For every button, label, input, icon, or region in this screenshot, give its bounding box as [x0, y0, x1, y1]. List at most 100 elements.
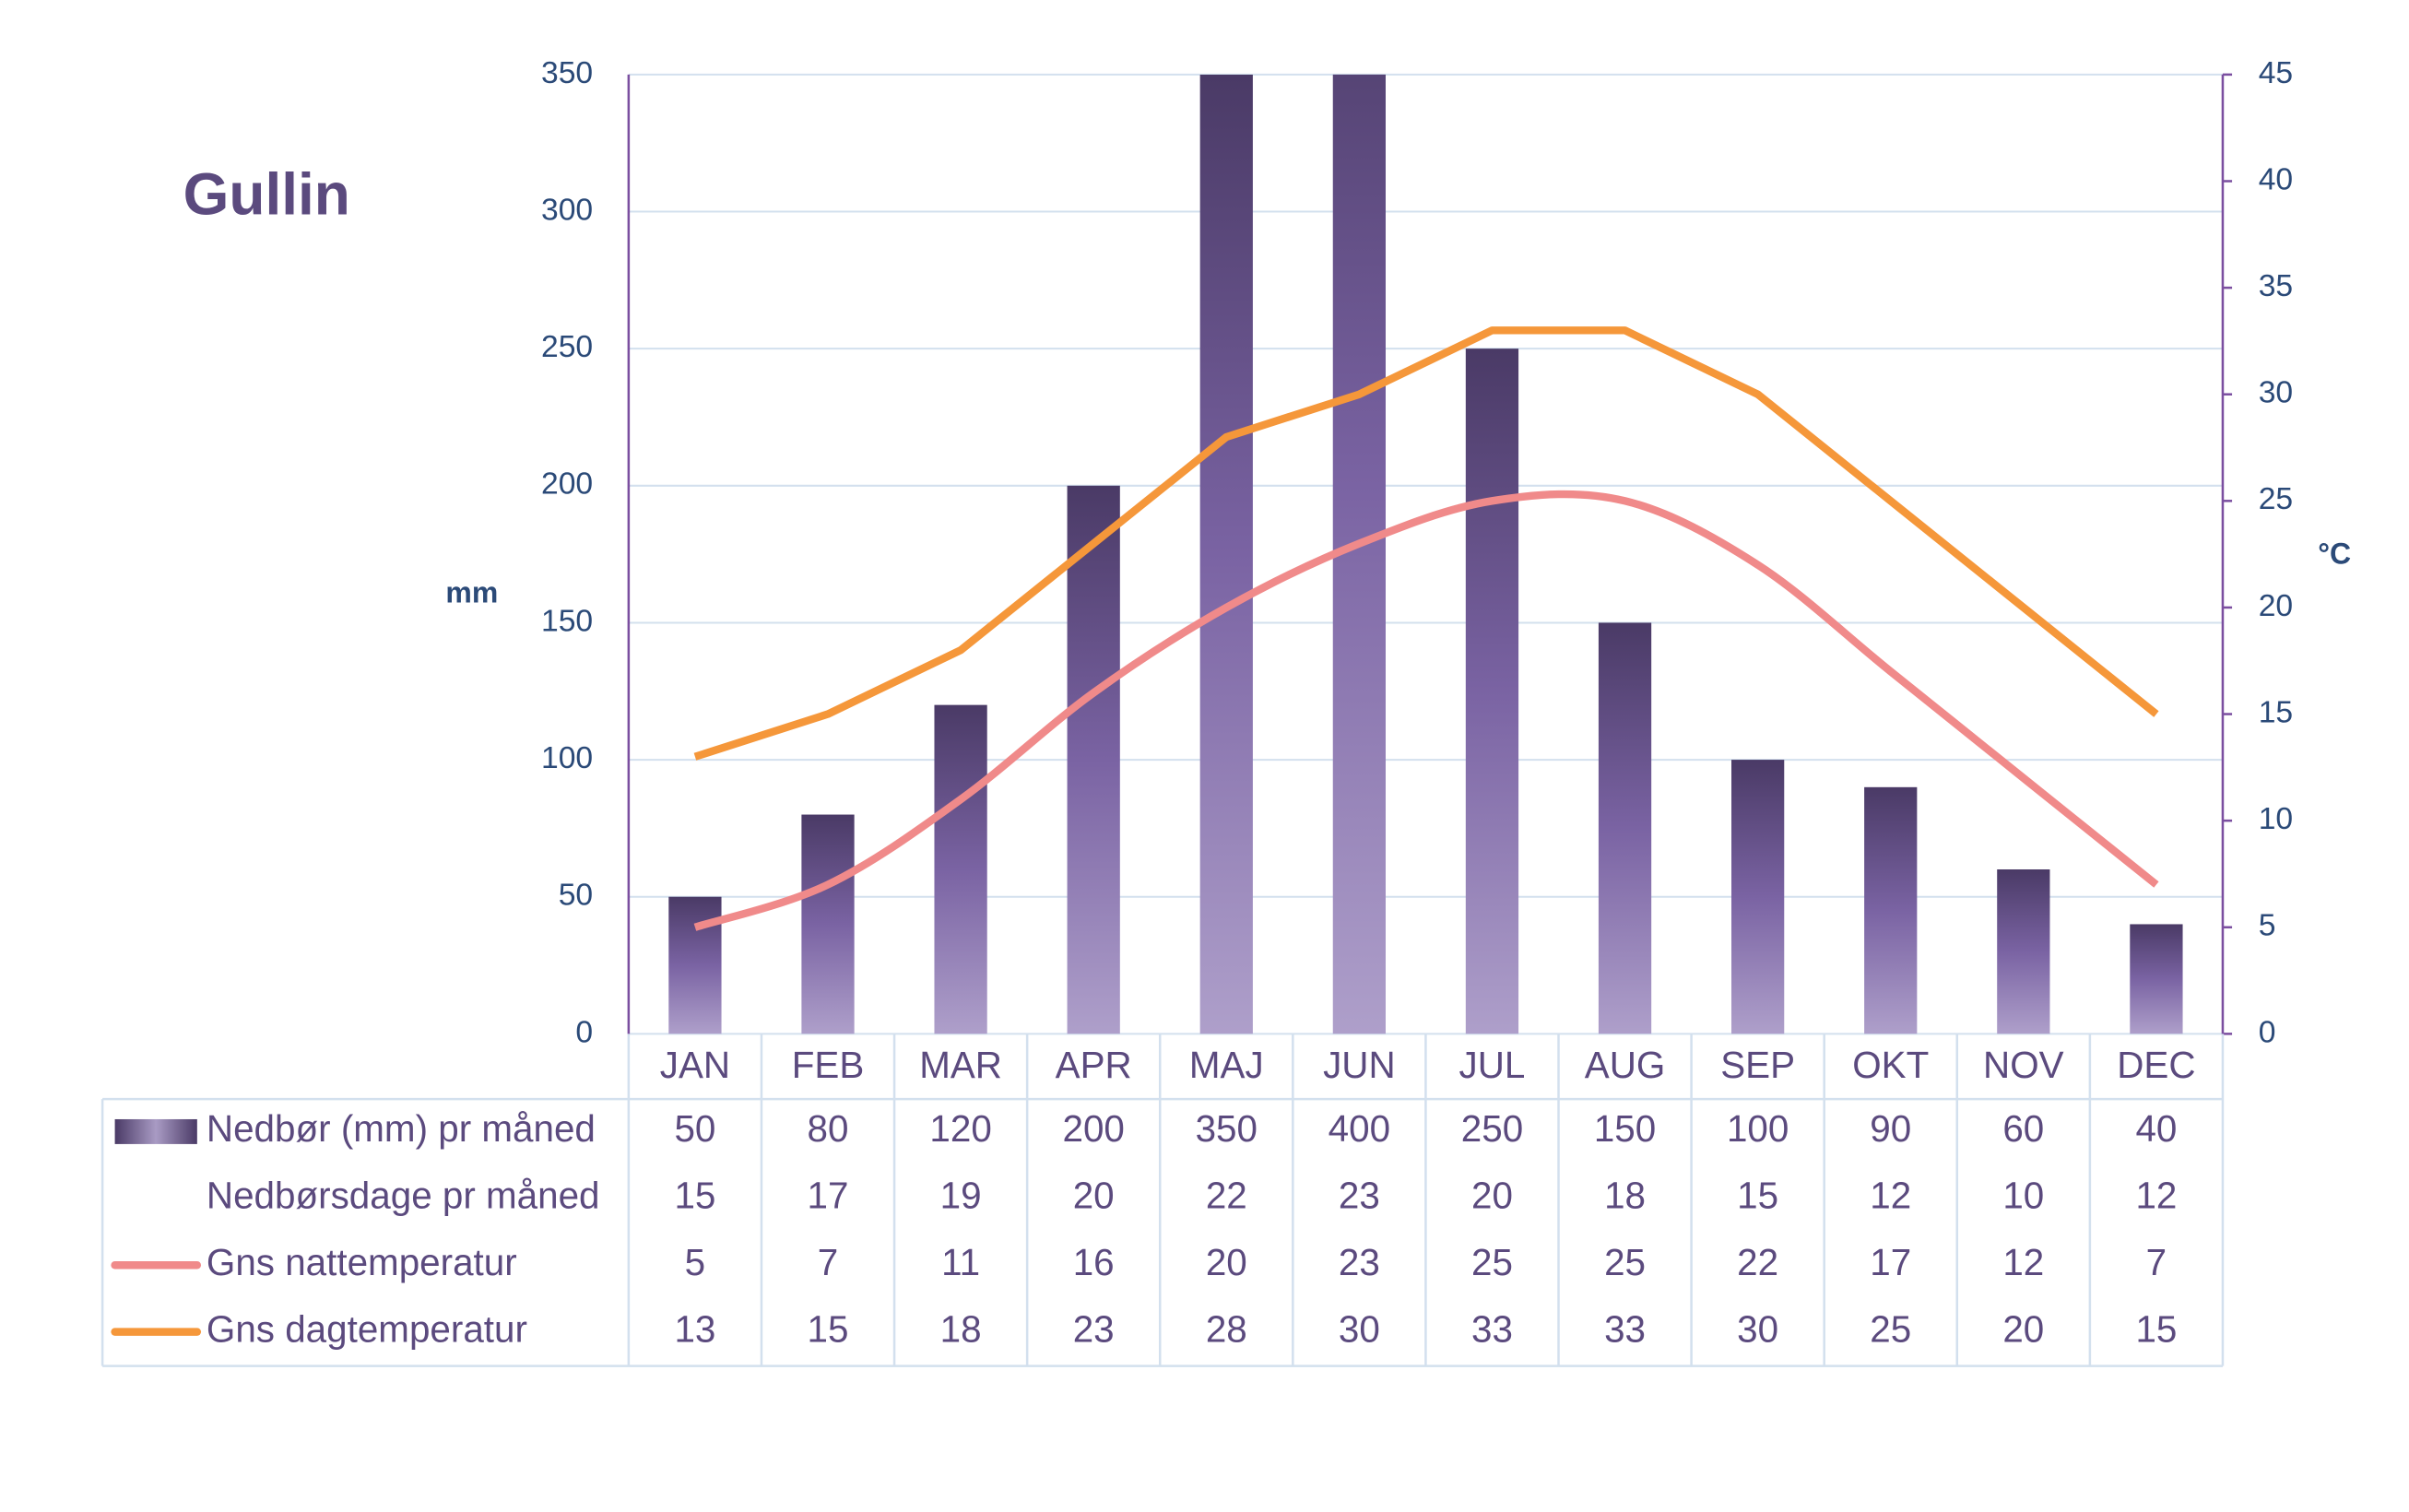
table-value: 20 [1073, 1175, 1115, 1217]
legend-label: Nedbørsdage pr måned [207, 1175, 600, 1217]
table-value: 150 [1594, 1107, 1656, 1150]
bar [1067, 485, 1120, 1034]
table-value: 25 [1604, 1241, 1646, 1283]
bar [801, 814, 855, 1034]
y-axis-label: mm [445, 575, 498, 608]
y2-tick-label: 30 [2259, 376, 2293, 410]
bar [1731, 760, 1785, 1034]
x-tick-label: MAR [919, 1044, 1002, 1086]
y2-tick-label: 45 [2259, 56, 2293, 90]
table-value: 12 [2002, 1241, 2044, 1283]
bar [2130, 924, 2183, 1034]
table-value: 20 [1206, 1241, 1247, 1283]
y-tick-label: 250 [541, 330, 593, 364]
line [693, 490, 2159, 931]
table-value: 19 [940, 1175, 982, 1217]
table-value: 120 [929, 1107, 991, 1150]
table-value: 40 [2135, 1107, 2177, 1150]
table-value: 350 [1196, 1107, 1258, 1150]
legend-label: Gns dagtemperatur [207, 1307, 527, 1350]
x-tick-label: MAJ [1189, 1044, 1264, 1086]
y-tick-label: 350 [541, 56, 593, 90]
table-value: 100 [1727, 1107, 1789, 1150]
y2-tick-label: 35 [2259, 269, 2293, 303]
table-value: 17 [808, 1175, 849, 1217]
table-value: 25 [1471, 1241, 1513, 1283]
table-value: 10 [2002, 1175, 2044, 1217]
y-tick-label: 300 [541, 193, 593, 227]
table-value: 12 [1870, 1175, 1911, 1217]
bar [1997, 869, 2050, 1034]
x-tick-label: SEP [1720, 1044, 1795, 1086]
table-value: 80 [808, 1107, 849, 1150]
table-value: 90 [1870, 1107, 1911, 1150]
y-tick-label: 0 [575, 1015, 593, 1049]
y2-tick-label: 15 [2259, 695, 2293, 729]
x-tick-label: JAN [660, 1044, 730, 1086]
bar [1199, 74, 1253, 1034]
table-value: 250 [1461, 1107, 1523, 1150]
bar [1598, 622, 1652, 1034]
table-value: 33 [1471, 1307, 1513, 1350]
table-value: 18 [940, 1307, 982, 1350]
x-tick-label: AUG [1585, 1044, 1666, 1086]
table-value: 15 [2135, 1307, 2177, 1350]
table-value: 12 [2135, 1175, 2177, 1217]
x-tick-label: FEB [792, 1044, 865, 1086]
table-value: 13 [674, 1307, 715, 1350]
bar [668, 896, 722, 1034]
table-value: 400 [1328, 1107, 1390, 1150]
table-value: 60 [2002, 1107, 2044, 1150]
y2-tick-label: 10 [2259, 802, 2293, 836]
table-value: 23 [1073, 1307, 1115, 1350]
table-value: 7 [2146, 1241, 2167, 1283]
table-value: 25 [1870, 1307, 1911, 1350]
legend-label: Nedbør (mm) pr måned [207, 1107, 596, 1150]
legend-swatch [114, 1118, 197, 1144]
y2-tick-label: 20 [2259, 589, 2293, 623]
x-tick-label: OKT [1852, 1044, 1929, 1086]
table-value: 22 [1206, 1175, 1247, 1217]
table-value: 7 [818, 1241, 838, 1283]
table-value: 23 [1339, 1175, 1380, 1217]
table-value: 20 [2002, 1307, 2044, 1350]
bar [1864, 786, 1918, 1034]
table-value: 15 [674, 1175, 715, 1217]
plot-area [668, 74, 2183, 1034]
table-value: 20 [1471, 1175, 1513, 1217]
table-value: 22 [1737, 1241, 1778, 1283]
legend-label: Gns nattemperatur [207, 1241, 517, 1283]
bar [1332, 74, 1386, 1034]
table-value: 33 [1604, 1307, 1646, 1350]
y2-tick-label: 0 [2259, 1015, 2276, 1049]
table-value: 28 [1206, 1307, 1247, 1350]
y2-tick-label: 25 [2259, 482, 2293, 516]
table-value: 30 [1737, 1307, 1778, 1350]
x-tick-label: JUL [1459, 1044, 1526, 1086]
table-value: 16 [1073, 1241, 1115, 1283]
bar [1465, 348, 1519, 1034]
table-value: 50 [674, 1107, 715, 1150]
x-tick-label: NOV [1983, 1044, 2064, 1086]
y2-tick-label: 5 [2259, 909, 2276, 943]
table-value: 200 [1062, 1107, 1124, 1150]
y-tick-label: 150 [541, 604, 593, 638]
table-value: 11 [941, 1241, 980, 1283]
table-value: 23 [1339, 1241, 1380, 1283]
table-value: 15 [1737, 1175, 1778, 1217]
table-value: 17 [1870, 1241, 1911, 1283]
y-tick-label: 50 [559, 879, 593, 913]
x-tick-label: DEC [2117, 1044, 2195, 1086]
line [693, 326, 2159, 761]
y-tick-label: 200 [541, 467, 593, 502]
chart-title: Gullin [183, 160, 350, 227]
y-tick-label: 100 [541, 741, 593, 775]
y2-axis-label: °C [2318, 537, 2351, 570]
table-value: 30 [1339, 1307, 1380, 1350]
table-value: 18 [1604, 1175, 1646, 1217]
table-value: 15 [808, 1307, 849, 1350]
table-value: 5 [685, 1241, 705, 1283]
bar [934, 704, 987, 1034]
y2-tick-label: 40 [2259, 162, 2293, 196]
